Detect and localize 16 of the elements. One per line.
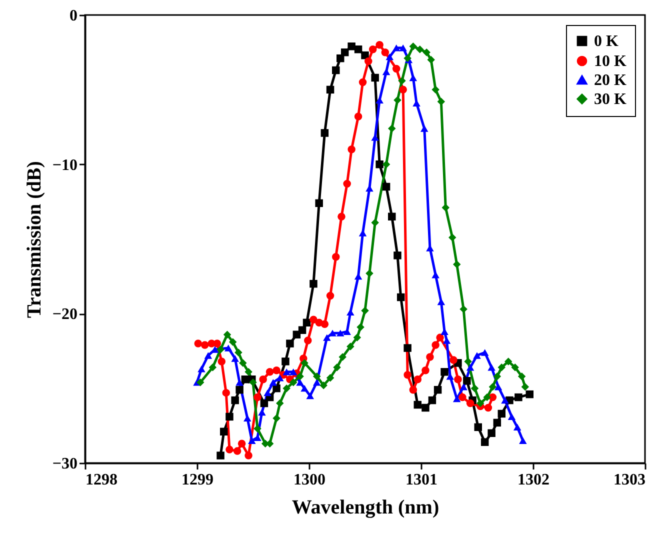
y-tick-label: −30 [52, 456, 78, 472]
x-tick-label: 1300 [294, 472, 326, 488]
y-tick-label: −20 [52, 306, 78, 324]
x-tick-label: 1298 [86, 472, 118, 488]
y-tick-label: −10 [52, 156, 78, 174]
x-axis-title: Wavelength (nm) [292, 496, 440, 518]
y-tick-label: 0 [70, 8, 78, 24]
y-axis-title: Transmission (dB) [23, 161, 46, 318]
legend-label: 0 K [594, 33, 619, 50]
legend-label: 10 K [594, 53, 627, 70]
x-tick-label: 1301 [406, 472, 438, 488]
legend-label: 20 K [594, 72, 627, 89]
x-tick-label: 1302 [518, 472, 550, 488]
x-tick-label: 1303 [614, 472, 646, 488]
legend-label: 30 K [594, 91, 627, 108]
x-tick-label: 1299 [182, 472, 214, 488]
